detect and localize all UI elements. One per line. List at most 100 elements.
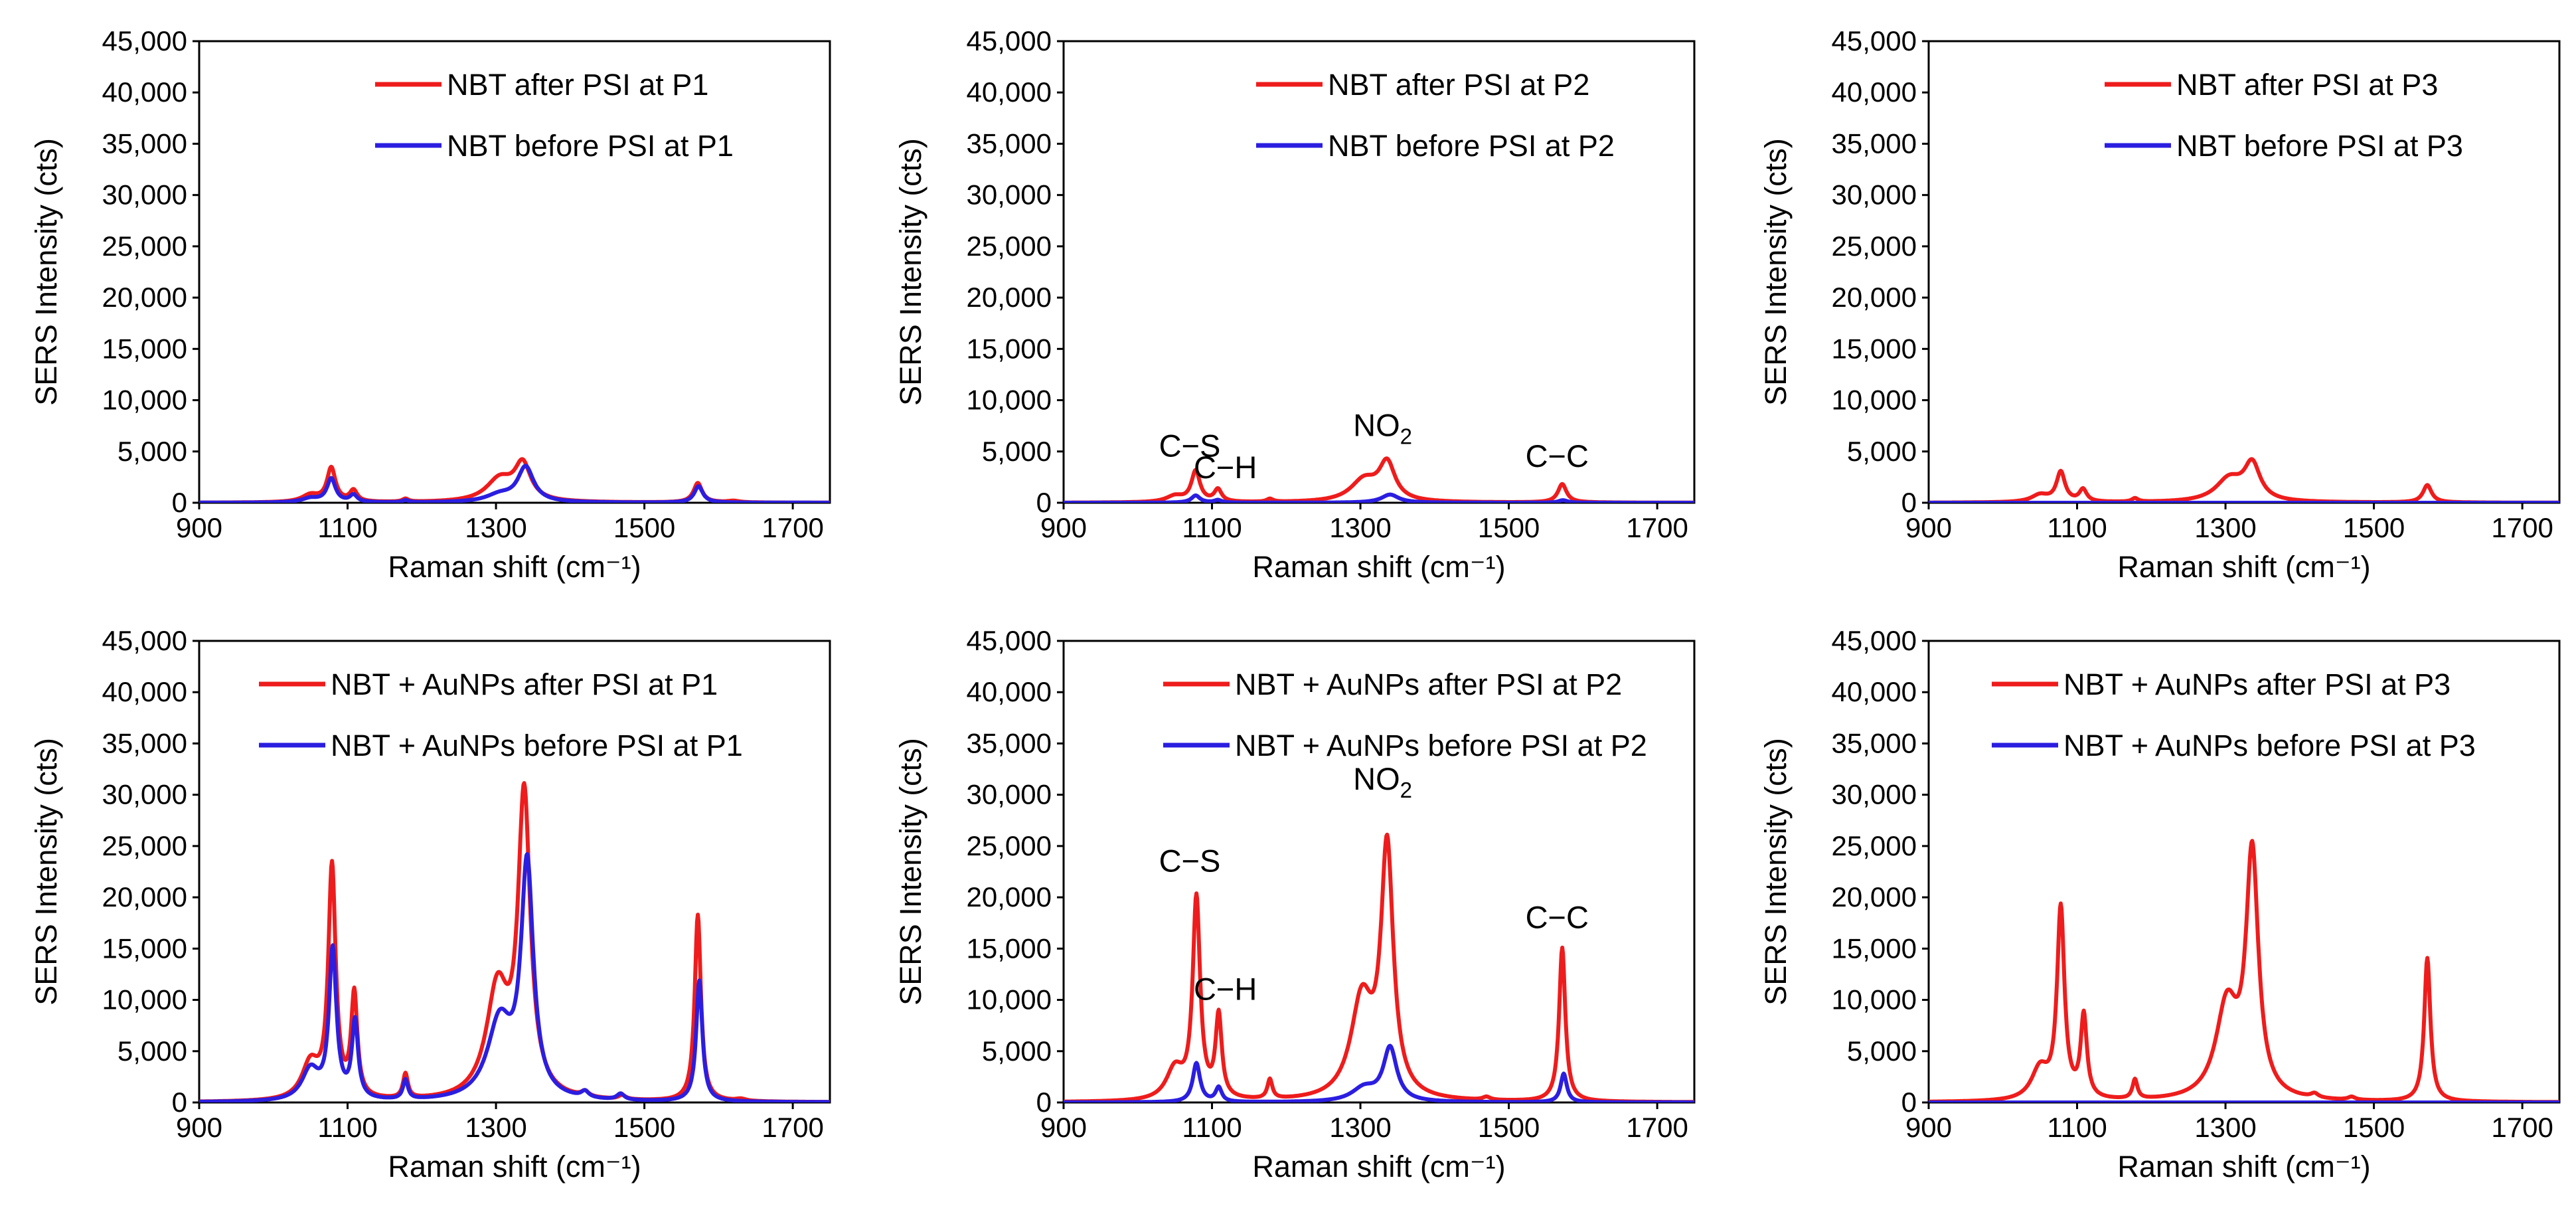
y-tick-label: 40,000 [1832,676,1917,707]
x-tick-label: 1100 [317,1112,377,1143]
x-tick-label: 1700 [2491,1112,2553,1143]
y-tick-label: 35,000 [1832,727,1917,758]
peak-annotation: C−C [1526,899,1589,934]
y-tick-label: 5,000 [118,1035,187,1067]
x-tick-label: 900 [176,512,222,543]
y-tick-label: 15,000 [102,333,187,364]
x-tick-label: 1100 [317,512,377,543]
peak-annotation: NO2 [1353,761,1412,802]
legend: NBT after PSI at P3 NBT before PSI at P3 [2105,68,2463,163]
x-tick-label: 1300 [2194,512,2256,543]
y-tick-label: 15,000 [967,333,1052,364]
plot-frame [198,40,831,504]
y-tick-label: 0 [1901,1087,1917,1118]
y-tick-label: 25,000 [102,230,187,262]
y-tick-label: 35,000 [967,727,1052,758]
x-tick-label: 1300 [1329,1112,1391,1143]
peak-annotation-label: C−C [1526,438,1589,474]
x-tick-label: 1500 [613,1112,675,1143]
y-tick-label: 45,000 [967,25,1052,56]
x-tick-label: 900 [1905,512,1952,543]
series-line-after [1929,839,2559,1102]
legend-label: NBT after PSI at P1 [447,68,708,102]
x-axis-title: Raman shift (cm⁻¹) [388,1150,641,1183]
y-tick-label: 5,000 [118,436,187,467]
series-line-before [1064,1043,1694,1102]
chart-panel-p1-bottom: 0 5,000 10,000 15,000 20,000 25,000 30,000 35,0… [29,625,831,1183]
x-axis-title: Raman shift (cm⁻¹) [388,550,641,584]
legend-label: NBT before PSI at P2 [1328,129,1615,163]
y-tick-label: 45,000 [102,625,187,656]
y-tick-label: 25,000 [102,830,187,861]
x-tick-label: 1700 [1626,1112,1688,1143]
x-tick-label: 1300 [1329,512,1391,543]
y-tick-label: 10,000 [967,385,1052,416]
series-line-after [199,781,830,1102]
y-tick-label: 30,000 [1832,179,1917,211]
peak-annotation-label: C−C [1526,899,1589,934]
x-tick-label: 1500 [613,512,675,543]
x-tick-label: 1100 [2047,1112,2107,1143]
y-tick-label: 15,000 [1832,333,1917,364]
series-line-after [1064,832,1694,1102]
peak-annotation: C−S [1159,428,1221,464]
legend-label: NBT before PSI at P1 [447,129,734,163]
x-tick-label: 1700 [2491,512,2553,543]
x-tick-label: 1100 [2047,512,2107,543]
y-tick-label: 15,000 [967,932,1052,964]
y-tick-label: 30,000 [102,779,187,810]
y-axis-title: SERS Intensity (cts) [894,738,927,1005]
legend-label: NBT after PSI at P3 [2176,68,2438,102]
y-tick-label: 45,000 [1832,25,1917,56]
y-tick-label: 20,000 [967,881,1052,913]
x-tick-label: 900 [176,1112,222,1143]
legend-label: NBT + AuNPs before PSI at P1 [331,729,743,762]
x-tick-label: 1100 [1182,1112,1242,1143]
y-axis-title: SERS Intensity (cts) [1759,138,1793,406]
x-tick-label: 1300 [2194,1112,2256,1143]
y-tick-label: 25,000 [1832,230,1917,262]
y-tick-label: 40,000 [967,676,1052,707]
x-tick-label: 900 [1040,1112,1087,1143]
y-tick-label: 45,000 [1832,625,1917,656]
legend: NBT after PSI at P2 NBT before PSI at P2 [1256,68,1615,163]
peak-annotation: C−S [1159,843,1221,879]
series-line-before [199,851,830,1102]
series-line-after [1064,456,1694,503]
x-tick-label: 1500 [2343,1112,2405,1143]
y-tick-label: 5,000 [982,436,1052,467]
y-tick-label: 15,000 [102,932,187,964]
series-line-after [1929,457,2559,503]
y-tick-label: 20,000 [1832,881,1917,913]
plot-frame [1062,40,1696,504]
plot-frame [1927,640,2561,1104]
x-tick-label: 1700 [762,1112,823,1143]
peak-annotation-label: C−S [1159,843,1221,879]
y-tick-label: 35,000 [967,128,1052,159]
legend-label: NBT + AuNPs after PSI at P2 [1235,667,1622,701]
y-tick-label: 10,000 [102,984,187,1015]
plot-frame [1927,40,2561,504]
legend: NBT + AuNPs after PSI at P2 NBT + AuNPs b… [1163,667,1647,762]
peak-annotation-subscript: 2 [1400,778,1412,802]
chart-panel-p1-top: 0 5,000 10,000 15,000 20,000 25,000 30,000 35,0… [29,25,831,584]
y-axis-title: SERS Intensity (cts) [1759,738,1793,1005]
legend: NBT after PSI at P1 NBT before PSI at P1 [375,68,734,163]
legend-label: NBT before PSI at P3 [2176,129,2463,163]
y-tick-label: 30,000 [967,779,1052,810]
legend-label: NBT + AuNPs before PSI at P2 [1235,729,1647,762]
y-tick-label: 45,000 [102,25,187,56]
chart-panel-p2-bottom: 0 5,000 10,000 15,000 20,000 25,000 30,000 35,0… [894,625,1696,1183]
y-tick-label: 20,000 [967,282,1052,313]
y-tick-label: 5,000 [1847,436,1917,467]
x-tick-label: 900 [1905,1112,1952,1143]
x-tick-label: 1700 [762,512,823,543]
y-tick-label: 10,000 [1832,984,1917,1015]
y-tick-label: 15,000 [1832,932,1917,964]
y-tick-label: 45,000 [967,625,1052,656]
y-tick-label: 30,000 [102,179,187,211]
series-line-before [199,464,830,503]
y-tick-label: 0 [172,487,187,518]
peak-annotation-subscript: 2 [1400,424,1412,449]
peak-annotation: C−H [1194,450,1257,485]
